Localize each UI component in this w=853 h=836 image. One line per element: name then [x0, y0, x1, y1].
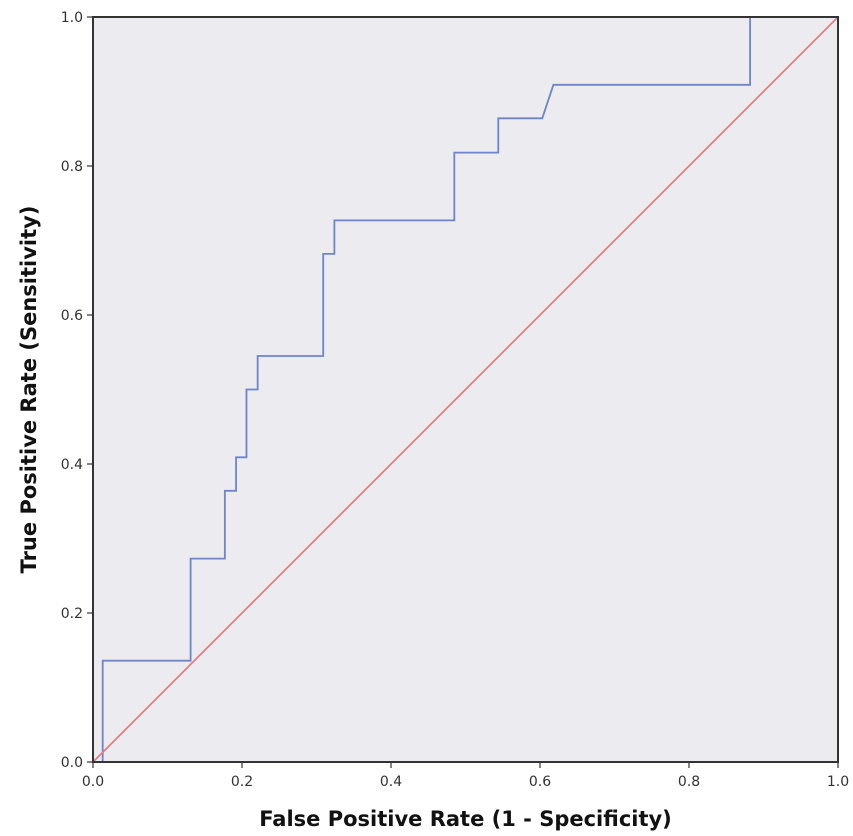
plot-frame	[92, 16, 839, 763]
y-axis-title: True Positive Rate (Sensitivity)	[17, 206, 41, 574]
ticks-layer: 0.0 0.2 0.4 0.6 0.8 1.0 0.0 0.2 0.4 0.6 0.8 1.0	[61, 10, 849, 790]
series-layer	[92, 16, 839, 763]
reference-diagonal-line	[92, 16, 839, 763]
y-tick-label: 0.8	[61, 159, 83, 175]
y-tick-label: 1.0	[61, 10, 83, 26]
roc-curve-line	[93, 16, 838, 763]
y-tick-label: 0.2	[61, 606, 83, 622]
x-tick-label: 0.4	[380, 774, 402, 790]
x-axis-title: False Positive Rate (1 - Specificity)	[259, 807, 672, 831]
x-tick-label: 0.6	[529, 774, 551, 790]
x-tick-label: 0.0	[82, 774, 104, 790]
y-tick-label: 0.6	[61, 308, 83, 324]
x-tick-label: 0.8	[678, 774, 700, 790]
y-tick-label: 0.4	[61, 457, 83, 473]
y-tick-label: 0.0	[61, 755, 83, 771]
x-tick-label: 0.2	[231, 774, 253, 790]
x-tick-label: 1.0	[827, 774, 849, 790]
